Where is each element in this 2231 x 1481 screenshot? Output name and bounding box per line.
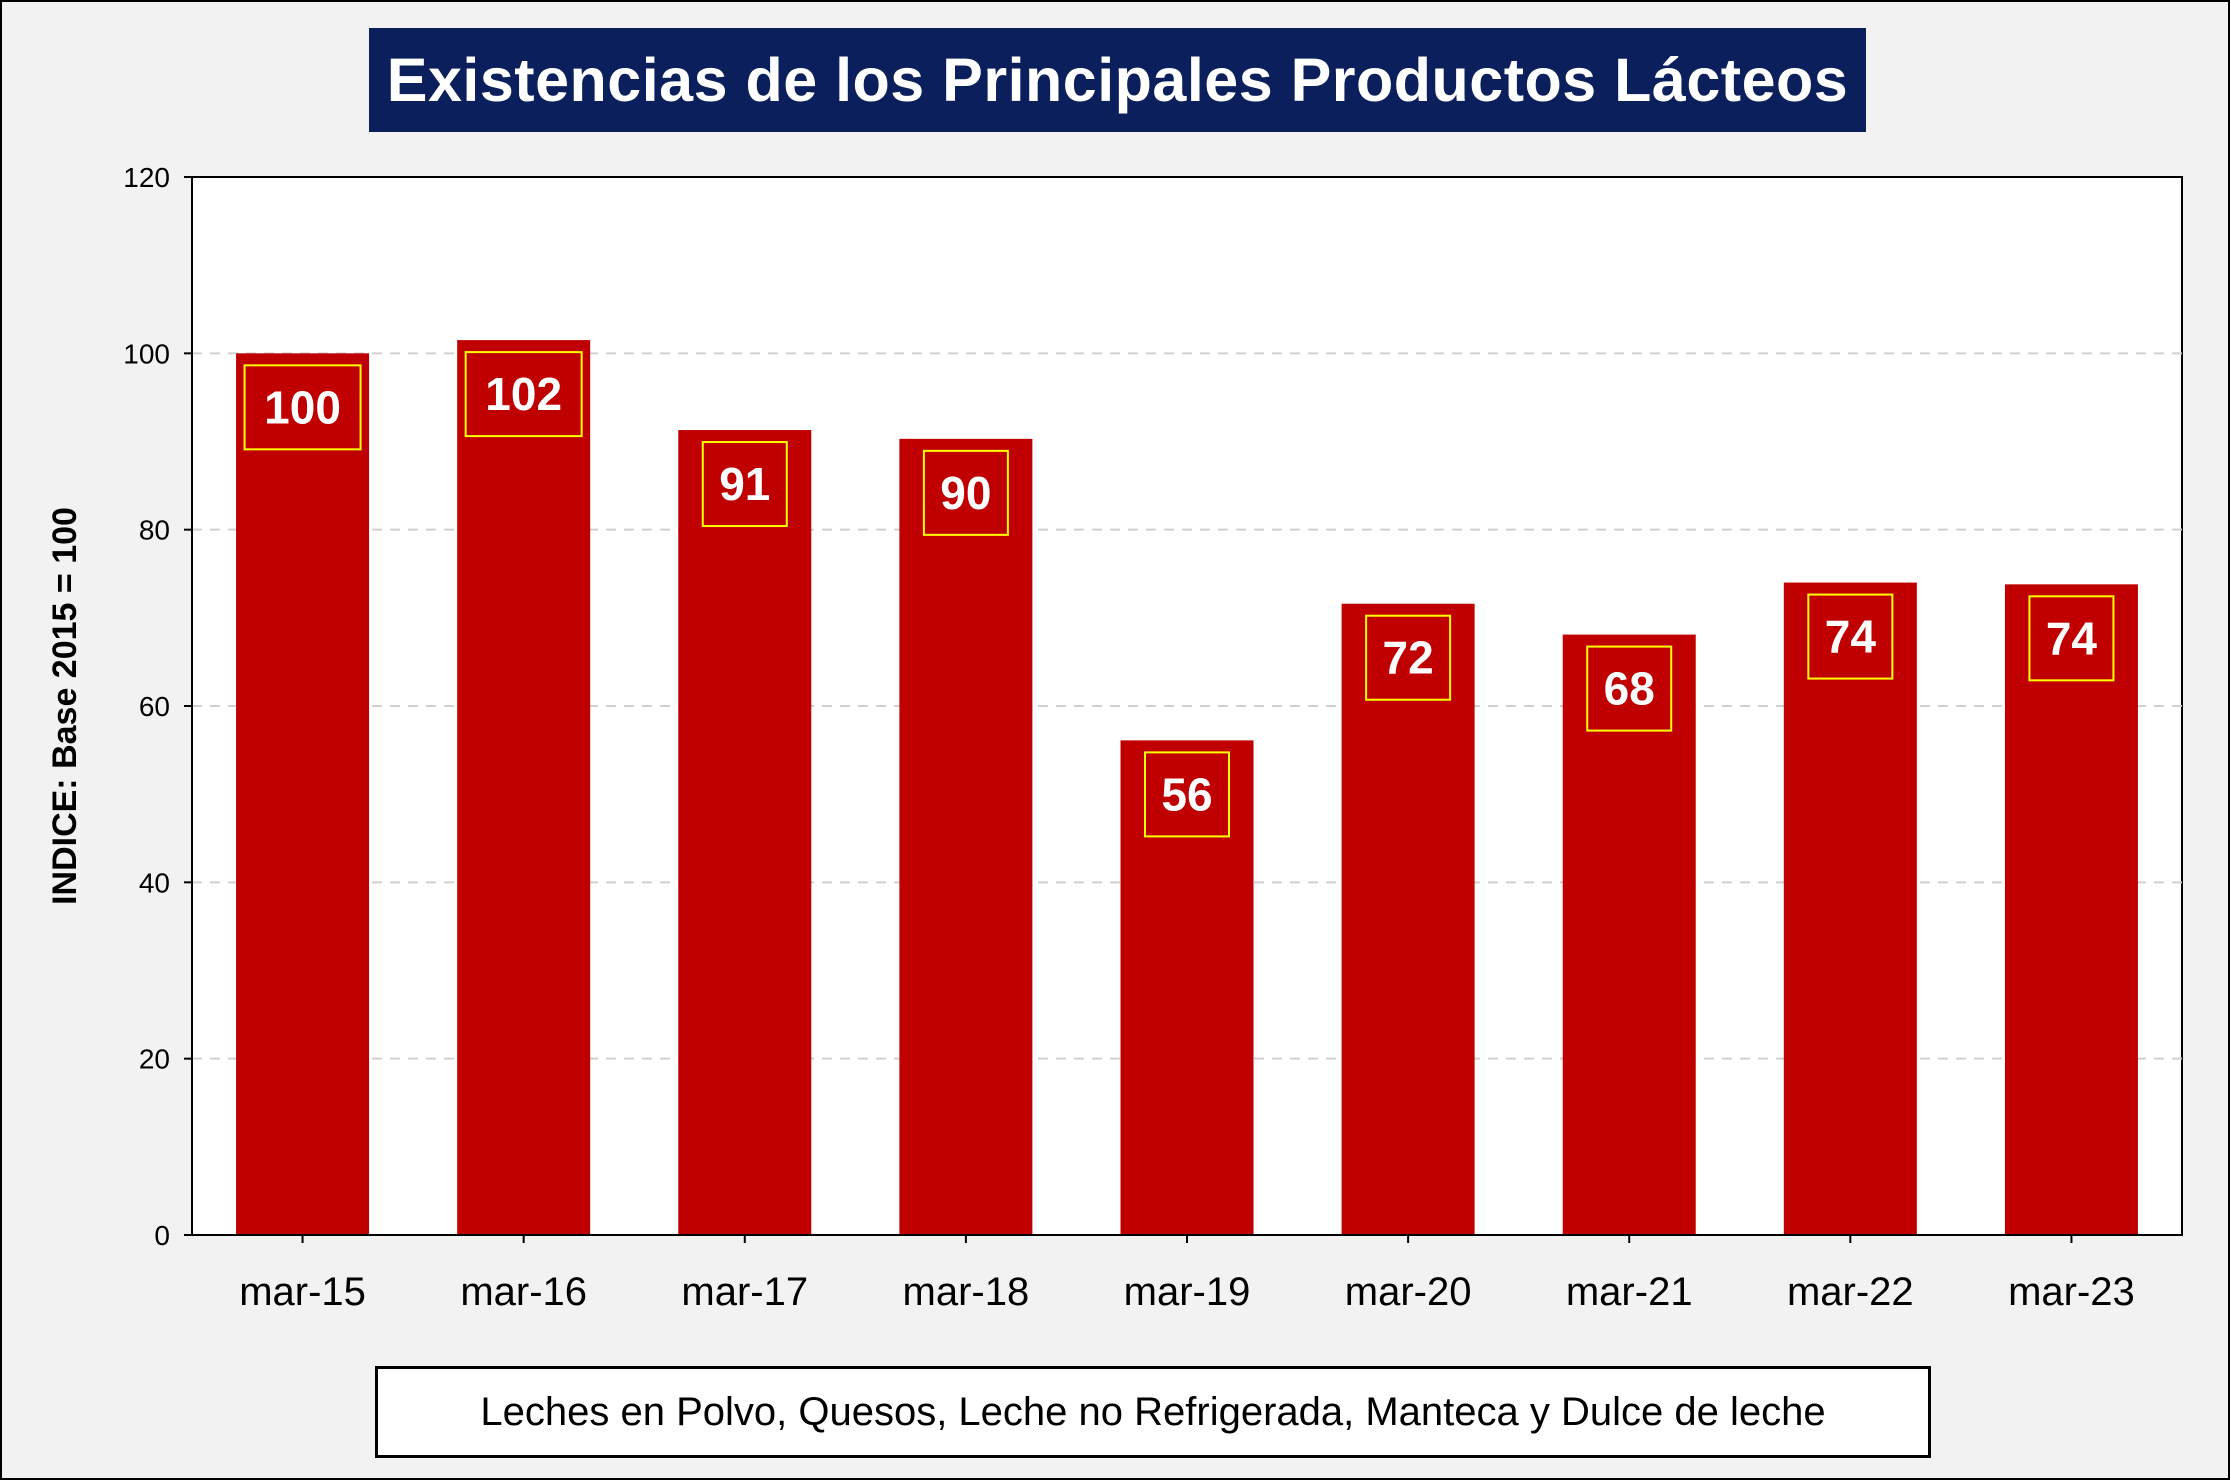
y-tick-label: 20 xyxy=(139,1044,170,1075)
bar-mar-23 xyxy=(2004,584,2138,1235)
y-tick-label: 100 xyxy=(123,338,170,369)
x-tick-label: mar-17 xyxy=(681,1270,808,1314)
data-label-box xyxy=(243,364,362,451)
x-tick-label: mar-22 xyxy=(1787,1270,1914,1314)
bar-mar-16 xyxy=(457,340,591,1235)
data-label: 74 xyxy=(1825,611,1877,663)
chart-title: Existencias de los Principales Productos… xyxy=(369,28,1866,132)
data-label: 100 xyxy=(264,381,341,433)
x-tick-label: mar-18 xyxy=(903,1270,1030,1314)
bar-mar-17 xyxy=(678,430,812,1235)
bar-mar-22 xyxy=(1783,582,1917,1235)
data-label-box xyxy=(701,441,788,528)
y-tick-label: 40 xyxy=(139,867,170,898)
data-label: 90 xyxy=(940,467,991,519)
data-label: 74 xyxy=(2046,612,2098,664)
footnote: Leches en Polvo, Quesos, Leche no Refrig… xyxy=(375,1366,1931,1458)
data-label: 68 xyxy=(1604,663,1655,715)
data-label: 91 xyxy=(719,458,770,510)
x-tick-label: mar-23 xyxy=(2008,1270,2135,1314)
data-label: 72 xyxy=(1383,632,1434,684)
data-label-box xyxy=(1807,593,1894,680)
x-tick-label: mar-15 xyxy=(239,1270,366,1314)
y-tick-label: 80 xyxy=(139,515,170,546)
bar-mar-19 xyxy=(1120,740,1254,1235)
x-tick-label: mar-19 xyxy=(1124,1270,1251,1314)
bar-mar-18 xyxy=(899,438,1033,1236)
data-label-box xyxy=(1365,614,1452,701)
bar-mar-20 xyxy=(1341,603,1475,1235)
data-label-box xyxy=(464,351,583,438)
x-tick-label: mar-21 xyxy=(1566,1270,1693,1314)
bar-mar-21 xyxy=(1562,634,1696,1235)
data-label-box xyxy=(1586,645,1673,732)
data-label-box xyxy=(922,449,1009,536)
y-axis-label: INDICE: Base 2015 = 100 xyxy=(46,507,84,905)
x-tick-label: mar-16 xyxy=(460,1270,587,1314)
y-tick-label: 0 xyxy=(154,1220,170,1251)
data-label-box xyxy=(1144,751,1230,838)
x-tick-label: mar-20 xyxy=(1345,1270,1472,1314)
y-tick-label: 60 xyxy=(139,691,170,722)
data-label: 56 xyxy=(1161,768,1212,820)
y-tick-label: 120 xyxy=(123,162,170,193)
data-label: 102 xyxy=(485,368,562,420)
bar-mar-15 xyxy=(236,353,370,1235)
data-label-box xyxy=(2028,595,2115,682)
